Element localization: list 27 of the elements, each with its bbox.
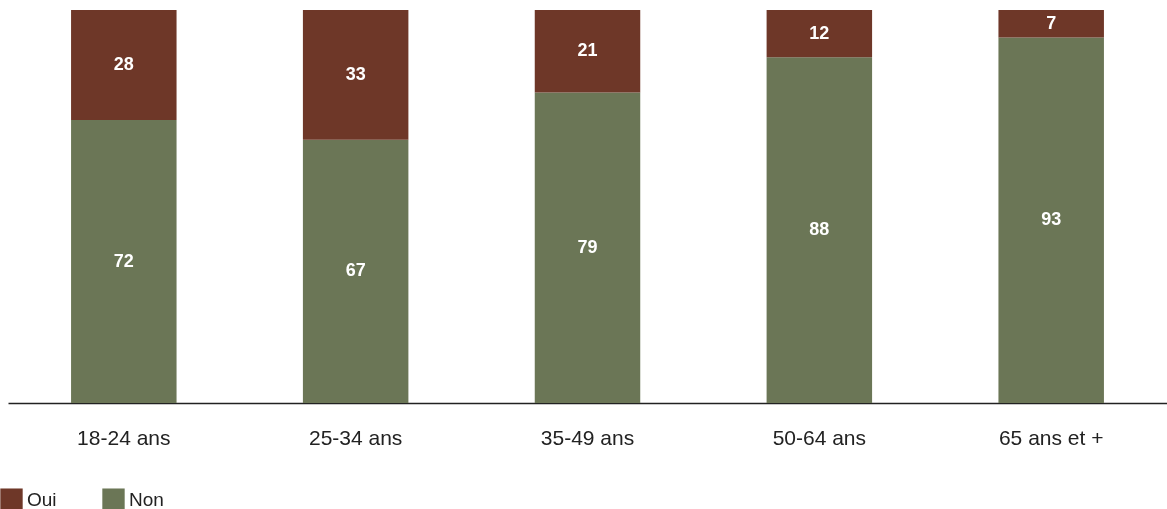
data-label: 72 [113, 250, 134, 271]
bar [534, 10, 641, 93]
data-label: 79 [577, 236, 598, 257]
bar [998, 37, 1104, 403]
legend-label: Oui [27, 488, 57, 509]
bar [71, 120, 177, 403]
legend-label: Non [129, 488, 164, 509]
data-label: 88 [809, 219, 830, 240]
data-label: 7 [1046, 12, 1057, 33]
bar [766, 57, 873, 403]
data-label: 21 [577, 40, 598, 61]
x-tick-label: 35-49 ans [540, 425, 635, 449]
x-tick-label: 50-64 ans [772, 425, 867, 449]
bar [766, 10, 873, 58]
data-label: 33 [345, 63, 366, 84]
bar [998, 10, 1104, 38]
data-label: 28 [113, 54, 134, 75]
bar [534, 92, 641, 403]
bar [302, 10, 409, 140]
data-label: 67 [345, 260, 366, 281]
bar [302, 139, 409, 403]
x-tick-label: 18-24 ans [77, 425, 171, 449]
data-label: 93 [1041, 209, 1062, 230]
bar [71, 10, 177, 121]
x-tick-label: 65 ans et + [998, 425, 1104, 449]
x-tick-label: 25-34 ans [308, 425, 403, 449]
data-label: 12 [809, 22, 830, 43]
